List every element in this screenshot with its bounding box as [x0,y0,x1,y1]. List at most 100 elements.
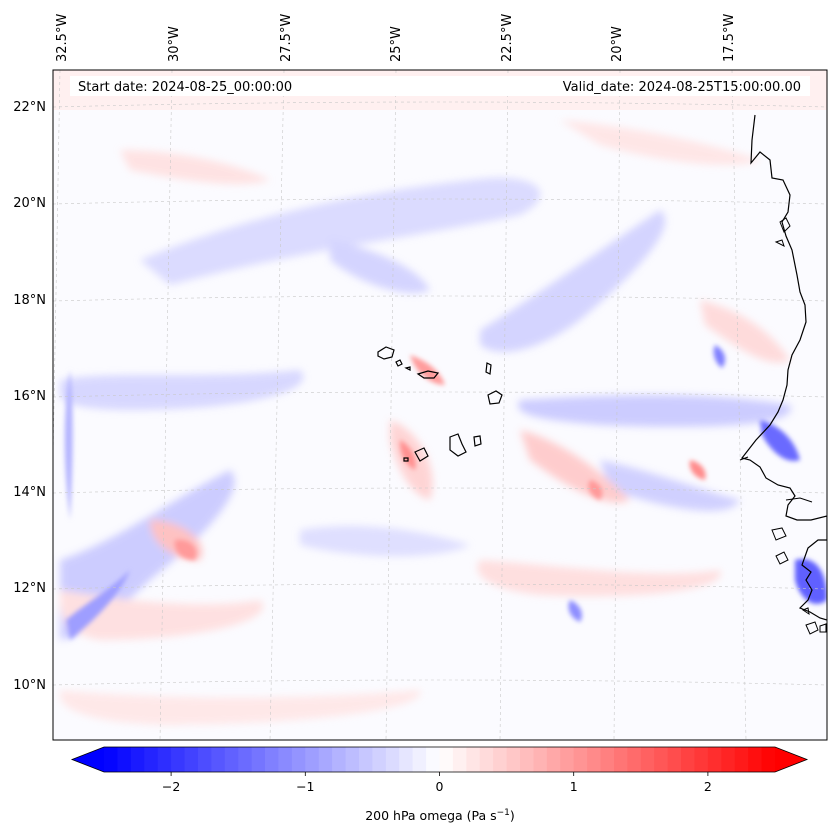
lat-label: 16°N [13,389,46,404]
lon-label: 20°W [610,26,625,62]
colorbar-outline [70,746,809,773]
colorbar-segment [171,747,186,772]
lon-label: 27.5°W [279,14,294,62]
island-brava [403,457,409,462]
colorbar-extend-high [775,747,807,772]
latitude-labels: 22°N 20°N 18°N 16°N 14°N 12°N 10°N [13,100,46,693]
lat-label: 12°N [13,581,46,596]
colorbar-tick-label: 1 [570,779,578,794]
lat-label: 18°N [13,293,46,308]
colorbar-segment [748,747,763,772]
colorbar-segment [224,747,239,772]
valid-date-label: Valid_date: 2024-08-25T15:00:00.00 [563,80,801,95]
colorbar-segment [265,747,280,772]
colorbar: −2 −1 0 1 2 200 hPa omega (Pa s−1) [70,746,809,823]
colorbar-segment [104,747,119,772]
colorbar-extend-low [72,747,104,772]
colorbar-segment [707,747,722,772]
colorbar-segment [452,747,467,772]
colorbar-segment [412,747,427,772]
island-fogo [414,447,429,462]
colorbar-segment [117,747,132,772]
lat-label: 22°N [13,100,46,115]
colorbar-segment [385,747,400,772]
map-frame [52,69,828,741]
lon-label: 22.5°W [500,14,515,62]
colorbar-segment [533,747,548,772]
colorbar-segment [600,747,615,772]
colorbar-segment [654,747,669,772]
lon-label: 25°W [389,26,404,62]
colorbar-segment [318,747,333,772]
colorbar-label: 200 hPa omega (Pa s−1) [365,808,515,823]
cape-verde-islands [377,346,503,462]
island-sao-nicolau [416,370,440,379]
colorbar-segment [506,747,521,772]
gambia-coast [785,497,813,503]
colorbar-segment [399,747,414,772]
island-sal [485,362,492,375]
colorbar-segment [479,747,494,772]
africa-coastline [740,114,827,621]
colorbar-segment [251,747,266,772]
lat-label: 14°N [13,485,46,500]
map-panel: Start date: 2024-08-25_00:00:00 Valid_da… [13,14,828,741]
colorbar-segment [439,747,454,772]
colorbar-segment [761,747,776,772]
island-maio [473,435,482,447]
colorbar-segment [345,747,360,772]
colorbar-segment [130,747,145,772]
lon-label: 30°W [167,26,182,62]
lat-label: 20°N [13,196,46,211]
lat-label: 10°N [13,678,46,693]
island-santa-luzia [404,366,411,371]
island-santiago [449,433,467,457]
colorbar-segment [211,747,226,772]
colorbar-segment [305,747,320,772]
colorbar-segment [681,747,696,772]
longitude-labels: 32.5°W 30°W 27.5°W 25°W 22.5°W 20°W 17.5… [55,14,737,62]
colorbar-segment [613,747,628,772]
colorbar-ticks: −2 −1 0 1 2 [162,772,712,794]
colorbar-segment [332,747,347,772]
colorbar-segment [184,747,199,772]
date-info-box: Start date: 2024-08-25_00:00:00 Valid_da… [70,76,810,96]
colorbar-tick-label: 2 [704,779,712,794]
bissau-islands [801,607,827,635]
colorbar-tick-label: −2 [162,779,180,794]
colorbar-segment [372,747,387,772]
colorbar-segment [667,747,682,772]
colorbar-tick-label: −1 [296,779,314,794]
colorbar-segment [157,747,172,772]
colorbar-segment [144,747,159,772]
colorbar-segment [587,747,602,772]
colorbar-segment [493,747,508,772]
lon-label: 17.5°W [722,14,737,62]
colorbar-segment [627,747,642,772]
lon-label: 32.5°W [55,14,70,62]
colorbar-segments [104,747,776,772]
dakar-peninsula [739,456,749,461]
colorbar-segment [238,747,253,772]
colorbar-segment [560,747,575,772]
colorbar-segment [466,747,481,772]
colorbar-segment [694,747,709,772]
colorbar-segment [734,747,749,772]
colorbar-segment [426,747,441,772]
colorbar-segment [358,747,373,772]
colorbar-segment [573,747,588,772]
colorbar-segment [197,747,212,772]
island-sao-vicente [395,359,403,367]
colorbar-segment [291,747,306,772]
colorbar-segment [520,747,535,772]
colorbar-segment [278,747,293,772]
colorbar-tick-label: 0 [436,779,444,794]
colorbar-segment [640,747,655,772]
colorbar-segment [721,747,736,772]
colorbar-segment [546,747,561,772]
coast-inlets [771,217,791,565]
start-date-label: Start date: 2024-08-25_00:00:00 [78,80,292,95]
island-santo-antao [377,346,395,360]
graticule [53,70,827,740]
island-boa-vista [487,390,503,405]
